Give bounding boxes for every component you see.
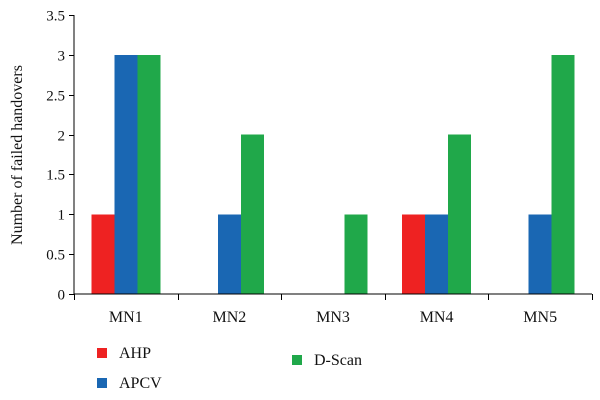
bar-apcv-mn4 <box>425 214 449 294</box>
y-tick-label: 1.5 <box>46 168 65 184</box>
axis-title-layer: Number of failed handovers <box>9 65 26 245</box>
y-tick-label: 0 <box>58 288 66 304</box>
y-tick-label: 3 <box>58 49 66 65</box>
bar-ahp-mn1 <box>91 214 115 294</box>
legend-item-d-scan: D-Scan <box>292 352 362 369</box>
bar-apcv-mn2 <box>217 214 241 294</box>
bar-apcv-mn5 <box>528 214 552 294</box>
bar-d-scan-mn4 <box>448 134 472 294</box>
bar-apcv-mn1 <box>114 54 138 295</box>
legend-label: APCV <box>119 375 162 392</box>
y-tick-label: 0.5 <box>46 248 65 264</box>
legend-swatch <box>292 355 302 365</box>
x-tick-label: MN3 <box>316 309 350 326</box>
axes-layer <box>73 15 592 295</box>
legend-swatch <box>97 348 107 358</box>
x-tick-label: MN5 <box>523 309 557 326</box>
bar-d-scan-mn2 <box>240 134 264 294</box>
bars-layer <box>91 54 575 295</box>
legend-item-ahp: AHP <box>97 345 151 362</box>
x-tick-label: MN1 <box>109 309 143 326</box>
legend-label: AHP <box>119 345 151 362</box>
y-tick-label: 1 <box>58 208 66 224</box>
bar-d-scan-mn3 <box>344 214 368 294</box>
x-tick-label: MN2 <box>213 309 247 326</box>
y-tick-label: 2 <box>58 129 66 145</box>
legend-swatch <box>97 378 107 388</box>
bar-d-scan-mn5 <box>551 54 575 295</box>
bar-ahp-mn4 <box>402 214 426 294</box>
legend: AHP APCV D-Scan <box>97 345 362 392</box>
legend-label: D-Scan <box>314 352 362 369</box>
y-axis-title: Number of failed handovers <box>9 65 26 245</box>
labels-layer: 0 0.5 1 1.5 2 2.5 3 3.5 MN1 MN2 MN3 MN4 MN5 <box>46 9 557 327</box>
bar-d-scan-mn1 <box>137 54 161 295</box>
legend-item-apcv: APCV <box>97 375 162 392</box>
ticks-layer <box>69 15 593 300</box>
y-tick-label: 2.5 <box>46 89 65 105</box>
y-tick-label: 3.5 <box>46 9 65 25</box>
x-tick-label: MN4 <box>420 309 454 326</box>
